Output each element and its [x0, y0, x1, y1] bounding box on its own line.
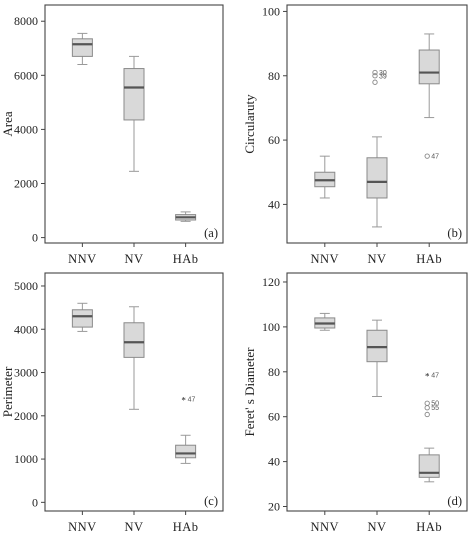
outlier-label: 55	[431, 405, 439, 412]
y-tick-label: 60	[268, 410, 280, 424]
x-category-label: NV	[124, 252, 143, 266]
y-tick-label: 60	[268, 133, 280, 147]
x-category-label: NNV	[68, 252, 97, 266]
y-tick-label: 3000	[14, 366, 38, 380]
y-axis-label: Feret' s Diameter	[242, 347, 257, 437]
outlier-point	[372, 69, 378, 76]
y-axis-label: Circularuty	[242, 94, 257, 154]
y-tick-label: 40	[268, 197, 280, 211]
y-tick-label: 80	[268, 365, 280, 379]
y-tick-label: 6000	[14, 68, 38, 82]
box-hab: * 47	[175, 396, 197, 464]
outlier-point	[424, 153, 430, 159]
y-tick-label: 2000	[14, 409, 38, 423]
box-nv	[123, 55, 145, 172]
extreme-label: 47	[431, 372, 439, 379]
box-hab: 47	[418, 33, 440, 161]
iqr-box	[71, 38, 93, 57]
box-nv	[366, 319, 388, 397]
y-tick-label: 2000	[14, 177, 38, 191]
y-tick-label: 4000	[14, 122, 38, 136]
outlier-point	[424, 411, 430, 418]
iqr-box	[366, 157, 388, 199]
panel-label: (b)	[447, 226, 462, 240]
outlier-label: 30	[379, 70, 387, 77]
iqr-box	[418, 454, 440, 478]
x-category-label: NV	[367, 252, 386, 266]
x-category-label: NNV	[311, 520, 340, 534]
x-category-label: NV	[367, 520, 386, 534]
y-tick-label: 40	[268, 455, 280, 469]
outlier-label: 39	[379, 73, 387, 80]
outlier-point	[372, 73, 378, 79]
x-category-label: NNV	[68, 520, 97, 534]
box-nnv	[71, 32, 93, 65]
y-tick-label: 100	[262, 320, 280, 334]
panel-d: 20 40 60 80 100 120 Feret' s Diameter NNV NV HAb (…	[242, 272, 468, 534]
panel-label: (a)	[204, 226, 218, 240]
extreme-point: *	[425, 371, 430, 381]
y-tick-label: 5000	[14, 279, 38, 293]
x-category-label: NNV	[311, 252, 340, 266]
y-tick-label: 0	[32, 495, 38, 509]
extreme-point: *	[181, 396, 186, 406]
box-nv	[123, 306, 145, 410]
iqr-box	[123, 68, 145, 121]
y-tick-label: 4000	[14, 322, 38, 336]
iqr-box	[71, 309, 93, 328]
y-tick-label: 80	[268, 69, 280, 83]
panel-label: (d)	[447, 494, 462, 508]
x-category-label: HAb	[173, 520, 199, 534]
iqr-box	[175, 444, 197, 459]
box-nnv	[314, 312, 336, 331]
panel-a: 0 2000 4000 6000 8000 Area NNV NV HAb (a)	[0, 4, 224, 266]
iqr-box	[418, 49, 440, 85]
y-axis-label: Area	[0, 111, 15, 136]
panel-label: (c)	[204, 494, 218, 508]
y-tick-label: 120	[262, 275, 280, 289]
outlier-label: 47	[431, 154, 439, 161]
y-tick-label: 100	[262, 4, 280, 18]
y-tick-label: 0	[32, 231, 38, 245]
y-axis-label: Perimeter	[0, 366, 15, 417]
panel-c: 0 1000 2000 3000 4000 5000 Perimeter NNV NV HAb (c…	[0, 272, 224, 534]
outlier-point	[372, 79, 378, 85]
y-tick-label: 20	[268, 500, 280, 514]
outlier-label: 50	[431, 401, 439, 408]
x-category-label: HAb	[173, 252, 199, 266]
x-category-label: NV	[124, 520, 143, 534]
iqr-box	[123, 322, 145, 358]
x-category-label: HAb	[416, 252, 442, 266]
y-tick-label: 8000	[14, 14, 38, 28]
box-hab	[175, 211, 197, 222]
box-nnv	[314, 155, 336, 199]
extreme-label: 47	[188, 397, 196, 404]
y-tick-label: 1000	[14, 452, 38, 466]
iqr-box	[366, 329, 388, 363]
x-category-label: HAb	[416, 520, 442, 534]
box-nnv	[71, 302, 93, 332]
outlier-point	[424, 400, 430, 406]
outlier-point	[424, 405, 430, 411]
